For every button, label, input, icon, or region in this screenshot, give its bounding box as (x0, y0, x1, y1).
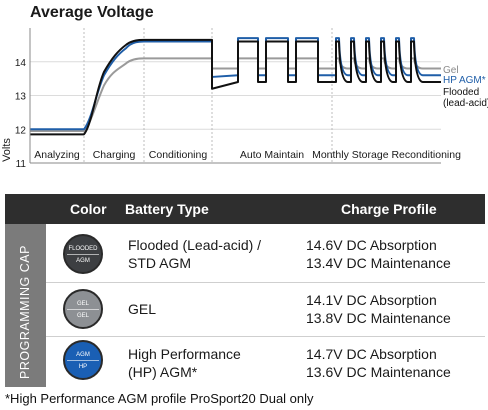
voltage-chart: Average Voltage Volts 11 12 13 14 Analyzing… (1, 4, 488, 170)
y-axis-label: Volts (1, 138, 13, 162)
profile-maintenance: 13.6V DC Maintenance (306, 364, 451, 380)
battery-type-gel: GEL (128, 300, 156, 318)
battery-type-line1: High Performance (128, 346, 241, 362)
stage-label: Conditioning (149, 149, 208, 161)
battery-type-line1: Flooded (Lead-acid) / (128, 237, 262, 253)
battery-type-hp-agm: High Performance (HP) AGM* (128, 345, 241, 381)
cap-bottom-label: GEL (76, 313, 89, 319)
chart-title: Average Voltage (30, 4, 154, 21)
profile-absorption: 14.6V DC Absorption (306, 237, 437, 253)
cap-bottom-label: HP (78, 364, 88, 370)
cap-hp-agm: AGM HP (63, 340, 103, 380)
legend-hp-agm: HP AGM* (443, 75, 486, 86)
battery-type-line2: (HP) AGM* (128, 364, 198, 380)
profile-maintenance: 13.4V DC Maintenance (306, 255, 451, 271)
stage-label: Monthly Storage Reconditioning (312, 149, 461, 161)
programming-cap-band: PROGRAMMING CAP (5, 224, 46, 387)
y-tick-label: 14 (15, 58, 27, 69)
profile-absorption: 14.1V DC Absorption (306, 292, 437, 308)
charge-profile-hp-agm: 14.7V DC Absorption 13.6V DC Maintenance (306, 345, 451, 381)
battery-type-flooded: Flooded (Lead-acid) / STD AGM (128, 236, 261, 272)
profile-absorption: 14.7V DC Absorption (306, 346, 437, 362)
series-line (30, 38, 441, 136)
series-lines (30, 37, 441, 136)
legend-gel: Gel (443, 65, 459, 76)
legend: Gel HP AGM* Flooded (lead-acid) (443, 65, 488, 109)
cap-gel: GEL GEL (63, 289, 103, 329)
charge-profile-gel: 14.1V DC Absorption 13.8V DC Maintenance (306, 291, 451, 327)
stage-label: Auto Maintain (240, 149, 304, 161)
header-battery-type: Battery Type (125, 201, 209, 217)
y-tick-labels: 11 12 13 14 (15, 58, 27, 170)
stage-label: Analyzing (34, 149, 80, 161)
stage-labels: Analyzing Charging Conditioning Auto Mainta… (34, 149, 461, 161)
cap-top-label: GEL (76, 301, 89, 307)
header-charge-profile: Charge Profile (341, 201, 437, 217)
cap-divider (67, 309, 99, 310)
cap-top-label: AGM (76, 352, 90, 358)
battery-type-line2: STD AGM (128, 255, 192, 271)
y-axis-title: Volts (1, 138, 13, 162)
charge-profile-flooded: 14.6V DC Absorption 13.4V DC Maintenance (306, 236, 451, 272)
stage-label: Charging (93, 149, 136, 161)
profile-maintenance: 13.8V DC Maintenance (306, 310, 451, 326)
y-tick-label: 12 (15, 125, 27, 136)
cap-bottom-label: AGM (76, 258, 90, 264)
programming-cap-label: PROGRAMMING CAP (18, 245, 32, 379)
cap-flooded-agm: FLOODED AGM (63, 234, 103, 274)
row-divider (46, 282, 485, 283)
cap-divider (67, 254, 99, 255)
y-tick-label: 13 (15, 92, 27, 103)
cap-divider (67, 360, 99, 361)
header-color: Color (70, 201, 107, 217)
y-tick-label: 11 (16, 159, 27, 170)
table-header: Color Battery Type Charge Profile (5, 194, 485, 224)
footnote: *High Performance AGM profile ProSport20… (5, 391, 314, 406)
battery-type-line1: GEL (128, 301, 157, 317)
legend-flooded-2: (lead-acid) (443, 98, 488, 109)
legend-flooded: Flooded (443, 87, 479, 98)
row-divider (46, 336, 485, 337)
cap-top-label: FLOODED (68, 246, 98, 252)
